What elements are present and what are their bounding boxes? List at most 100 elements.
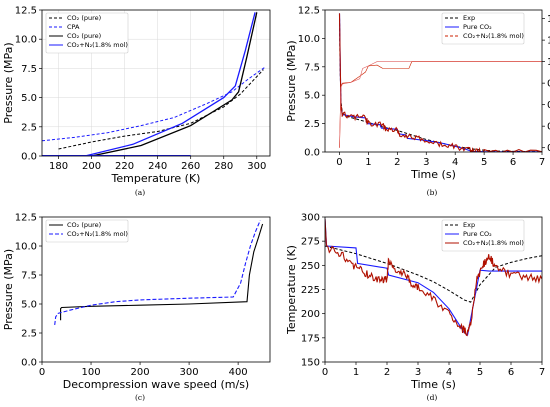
y-axis-label: Pressure (MPa) bbox=[285, 40, 298, 121]
x-tick-label: 4 bbox=[446, 367, 452, 378]
legend-box bbox=[441, 12, 525, 45]
legend-label: CPA bbox=[67, 23, 80, 31]
y-tick-label: 5.0 bbox=[21, 93, 37, 104]
panel-caption: (c) bbox=[135, 393, 145, 402]
chart-panel-b: 0 1 2 3 4 5 6 7 0.0 2.5 5.0 7.5 10.0 12.5 0.00 0.25 0.50… bbox=[285, 6, 550, 198]
x-tick-label: 180 bbox=[49, 161, 68, 172]
chart-panel-a: 180 200 220 240 260 280 300 0.0 2.5 5.0 7.5 10.0 12.… bbox=[2, 6, 271, 197]
series-line-3 bbox=[84, 12, 256, 156]
x-tick-label: 280 bbox=[214, 161, 233, 172]
y-tick-label: 10.0 bbox=[15, 35, 37, 46]
legend-label: Pure CO₂ bbox=[463, 230, 492, 238]
x-tick-label: 2 bbox=[394, 157, 400, 168]
x-tick-label: 2 bbox=[384, 367, 390, 378]
x-tick-label: 100 bbox=[81, 367, 100, 378]
legend-label: CO₂+N₂(1.8% mol) bbox=[463, 32, 524, 40]
plot-frame bbox=[324, 9, 543, 153]
series-line-3 bbox=[339, 61, 542, 148]
y-tick-label: 0.0 bbox=[21, 152, 37, 163]
x-tick-label: 300 bbox=[180, 367, 199, 378]
x-tick-label: 0 bbox=[336, 157, 342, 168]
y-axis-label: Pressure (MPa) bbox=[2, 249, 15, 330]
x-axis-label: Temperature (K) bbox=[111, 172, 201, 185]
y-tick-label: 0.0 bbox=[21, 358, 37, 369]
series-line-2 bbox=[338, 13, 542, 152]
y2-tick-label: 0.75 bbox=[547, 79, 550, 90]
x-tick-label: 4 bbox=[452, 157, 458, 168]
y-tick-label: 12.5 bbox=[15, 213, 37, 224]
x-axis-label: Time (s) bbox=[410, 378, 456, 391]
panel-caption: (d) bbox=[427, 393, 438, 402]
x-tick-label: 0 bbox=[39, 367, 45, 378]
y-tick-label: 150 bbox=[301, 358, 320, 369]
legend-label: Exp bbox=[463, 221, 475, 229]
legend-label: CO₂+N₂(1.8% mol) bbox=[67, 41, 128, 49]
x-tick-label: 7 bbox=[539, 367, 545, 378]
series-line-2 bbox=[91, 12, 258, 156]
x-tick-label: 5 bbox=[477, 367, 483, 378]
x-tick-label: 220 bbox=[115, 161, 134, 172]
y2-tick-label: 1.25 bbox=[547, 36, 550, 47]
y2-tick-label: 0.00 bbox=[547, 143, 550, 154]
y-tick-label: 5.0 bbox=[21, 300, 37, 311]
x-tick-label: 1 bbox=[353, 367, 359, 378]
series-line-1 bbox=[54, 220, 261, 325]
y-axis-label: Pressure (MPa) bbox=[2, 42, 15, 123]
series-line-0 bbox=[60, 223, 264, 321]
x-tick-label: 5 bbox=[481, 157, 487, 168]
legend-label: CO₂+N₂(1.8% mol) bbox=[463, 239, 524, 247]
y-tick-label: 175 bbox=[301, 333, 320, 344]
y-tick-label: 225 bbox=[301, 285, 320, 296]
y-tick-label: 275 bbox=[301, 237, 320, 248]
x-tick-label: 200 bbox=[131, 367, 150, 378]
legend-box bbox=[45, 219, 129, 243]
x-tick-label: 240 bbox=[148, 161, 167, 172]
panel-caption: (b) bbox=[427, 188, 438, 197]
y-tick-label: 300 bbox=[301, 213, 320, 224]
y-axis-label: Temperature (K) bbox=[285, 245, 298, 335]
series-line-0 bbox=[325, 245, 542, 303]
y-tick-label: 2.5 bbox=[21, 329, 37, 340]
y-tick-label: 7.5 bbox=[304, 62, 320, 73]
series-line-0 bbox=[339, 13, 542, 152]
chart-panel-c: 0 100 200 300 400 0.0 2.5 5.0 7.5 10.0 12.5 Decompr… bbox=[2, 213, 271, 402]
x-tick-label: 1 bbox=[365, 157, 371, 168]
y-tick-label: 5.0 bbox=[304, 91, 320, 102]
x-tick-label: 6 bbox=[510, 157, 516, 168]
series-line-2 bbox=[325, 218, 542, 337]
x-axis-label: Decompression wave speed (m/s) bbox=[63, 378, 249, 391]
series-line-1 bbox=[42, 66, 266, 142]
x-tick-label: 3 bbox=[423, 157, 429, 168]
legend-box bbox=[45, 12, 129, 54]
x-tick-label: 3 bbox=[415, 367, 421, 378]
y2-tick-label: 0.50 bbox=[547, 100, 550, 111]
chart-panel-d: 0 1 2 3 4 5 6 7 150 175 200 225 250 275 300 Time (s) Tem… bbox=[285, 213, 545, 403]
x-tick-label: 6 bbox=[508, 367, 514, 378]
legend-label: Pure CO₂ bbox=[463, 23, 492, 31]
series-line-1 bbox=[325, 218, 542, 336]
legend: CO₂ (pure)CO₂+N₂(1.8% mol) bbox=[45, 219, 129, 243]
y-tick-label: 7.5 bbox=[21, 64, 37, 75]
legend-label: CO₂ (pure) bbox=[67, 14, 101, 22]
legend-label: Exp bbox=[463, 14, 475, 22]
panel-caption: (a) bbox=[135, 188, 145, 197]
y-tick-label: 12.5 bbox=[15, 6, 37, 17]
y-tick-label: 10.0 bbox=[298, 34, 320, 45]
x-tick-label: 7 bbox=[539, 157, 545, 168]
x-tick-label: 260 bbox=[181, 161, 200, 172]
y2-tick-label: 1.50 bbox=[547, 14, 550, 25]
y-tick-label: 7.5 bbox=[21, 271, 37, 282]
y-tick-label: 2.5 bbox=[304, 119, 320, 130]
legend-label: CO₂ (pure) bbox=[67, 221, 101, 229]
x-tick-label: 400 bbox=[229, 367, 248, 378]
x-tick-label: 200 bbox=[82, 161, 101, 172]
legend-box bbox=[441, 219, 525, 252]
legend-label: CO₂+N₂(1.8% mol) bbox=[67, 230, 128, 238]
plot-frame bbox=[41, 216, 271, 363]
y2-tick-label: 0.25 bbox=[547, 122, 550, 133]
series-line-0 bbox=[58, 69, 264, 150]
series-line-4 bbox=[339, 61, 542, 148]
